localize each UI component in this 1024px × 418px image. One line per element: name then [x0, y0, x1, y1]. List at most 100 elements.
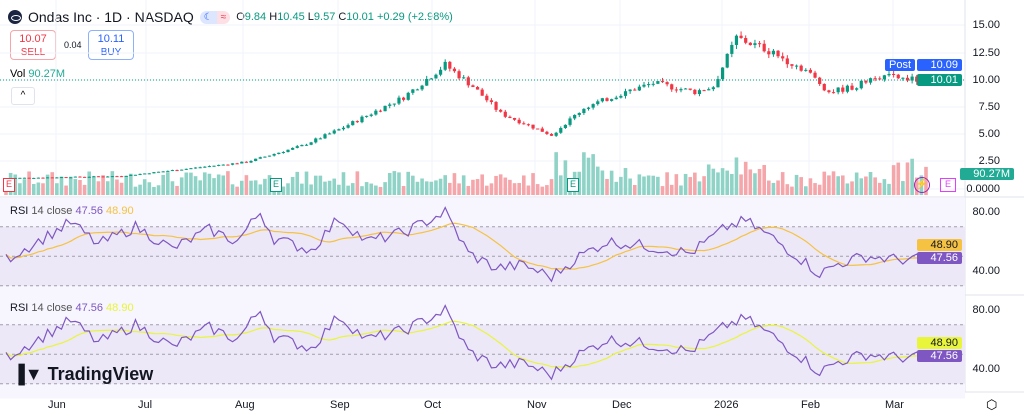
candle-body	[300, 145, 304, 147]
candle-body	[475, 87, 480, 90]
volume-bar	[628, 178, 632, 195]
volume-bar	[669, 184, 674, 195]
volume-bar	[901, 181, 905, 195]
earnings-marker[interactable]: E	[3, 178, 15, 192]
candle-body	[133, 174, 138, 176]
candle-body	[13, 177, 17, 179]
volume-bar	[582, 152, 586, 195]
candle-body	[406, 92, 410, 100]
candle-body	[753, 43, 757, 46]
candle-body	[559, 128, 563, 133]
volume-bar	[716, 172, 720, 195]
price-axis-label: 7.50	[978, 101, 1000, 113]
time-axis-label: Jun	[48, 399, 66, 411]
volume-bar	[313, 175, 318, 195]
price-axis-label: 12.50	[972, 47, 1000, 59]
time-axis-label: Feb	[801, 399, 820, 411]
volume-bar	[632, 185, 637, 195]
volume-bar	[184, 172, 189, 195]
candle-body	[230, 163, 235, 165]
candle-body	[337, 129, 341, 131]
volume-bar	[799, 177, 803, 195]
volume-bar	[142, 179, 147, 195]
candle-body	[286, 149, 290, 153]
collapse-legend-button[interactable]: ^	[11, 87, 35, 105]
candle-body	[665, 82, 669, 85]
volume-bar	[226, 171, 230, 195]
earnings-upcoming-icon[interactable]: E	[940, 178, 956, 192]
symbol-title[interactable]: Ondas Inc · 1D · NASDAQ	[28, 9, 194, 25]
candle-body	[226, 164, 230, 166]
rsi-value-tag: 47.56	[917, 350, 962, 362]
volume-bar	[68, 176, 73, 195]
volume-bar	[910, 158, 914, 195]
volume-bar	[702, 176, 706, 195]
volume-bar	[827, 175, 831, 195]
time-axis-label: Mar	[885, 399, 904, 411]
earnings-marker[interactable]: E	[270, 178, 282, 192]
time-axis-label: Dec	[612, 399, 632, 411]
volume-bar	[281, 186, 286, 195]
candle-body	[46, 177, 50, 179]
lightning-icon[interactable]: ⚡	[914, 177, 930, 193]
candle-body	[734, 35, 739, 45]
candle-body	[351, 121, 355, 126]
rsi-axis-label: 80.00	[972, 206, 1000, 218]
candle-body	[101, 176, 105, 178]
earnings-marker[interactable]: E	[567, 178, 579, 192]
volume-bar	[101, 175, 105, 195]
candle-body	[180, 169, 184, 171]
volume-bar	[498, 174, 503, 195]
volume-bar	[253, 180, 258, 195]
candle-body	[295, 146, 299, 148]
volume-bar	[406, 171, 411, 195]
candle-body	[822, 83, 826, 91]
volume-bar	[221, 175, 226, 195]
candle-body	[36, 177, 40, 179]
volume-bar	[415, 181, 420, 195]
volume-bar	[743, 161, 748, 195]
candle-body	[462, 77, 466, 79]
candle-body	[156, 171, 161, 173]
session-pill[interactable]: ☾ ≈	[199, 10, 231, 24]
candle-body	[161, 171, 165, 173]
volume-bar	[697, 181, 702, 195]
volume-bar	[119, 182, 124, 195]
volume-bar	[87, 171, 92, 195]
candle-body	[457, 71, 461, 79]
candle-body	[707, 89, 711, 91]
candle-body	[143, 173, 147, 175]
volume-bar	[31, 183, 36, 195]
candle-body	[198, 167, 202, 169]
candle-body	[22, 177, 27, 179]
candle-body	[119, 176, 124, 178]
wave-icon: ≈	[216, 10, 231, 24]
volume-bar	[540, 186, 545, 195]
volume-bar	[619, 176, 623, 195]
volume-bar	[216, 174, 221, 195]
candle-body	[831, 92, 836, 94]
last-price-tag: 10.01	[917, 74, 962, 86]
candle-body	[443, 61, 447, 70]
candle-body	[725, 53, 729, 68]
candle-body	[415, 89, 420, 91]
volume-bar	[202, 172, 207, 195]
candle-body	[397, 97, 401, 104]
candle-body	[794, 65, 799, 67]
candle-body	[827, 90, 831, 93]
volume-bar	[494, 175, 498, 195]
candle-body	[887, 73, 891, 76]
candle-body	[480, 89, 484, 96]
candle-body	[383, 105, 387, 112]
candle-body	[804, 69, 808, 71]
candle-body	[374, 110, 378, 115]
candle-body	[896, 74, 900, 79]
volume-bar	[341, 172, 346, 195]
settings-icon[interactable]: ⬡	[986, 397, 998, 412]
candle-body	[517, 119, 521, 124]
post-market-label: Post	[884, 59, 915, 71]
volume-bar	[734, 157, 739, 195]
volume-bar	[249, 180, 253, 195]
candle-body	[207, 166, 212, 168]
